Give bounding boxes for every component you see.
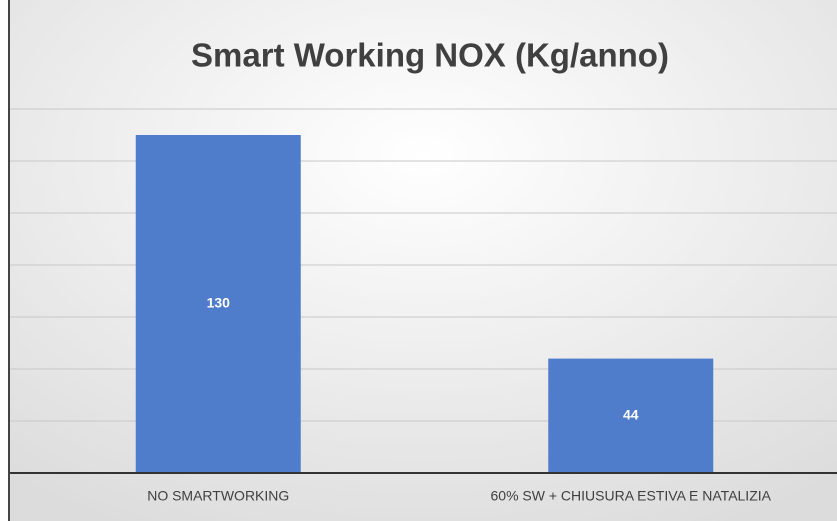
data-label: 130 [207, 295, 231, 311]
x-tick-label: NO SMARTWORKING [147, 488, 289, 504]
x-tick-label: 60% SW + CHIUSURA ESTIVA E NATALIZIA [491, 488, 772, 504]
bar [548, 358, 714, 473]
chart-title: Smart Working NOX (Kg/anno) [191, 37, 669, 74]
data-label: 44 [623, 407, 639, 423]
bar [135, 135, 301, 473]
